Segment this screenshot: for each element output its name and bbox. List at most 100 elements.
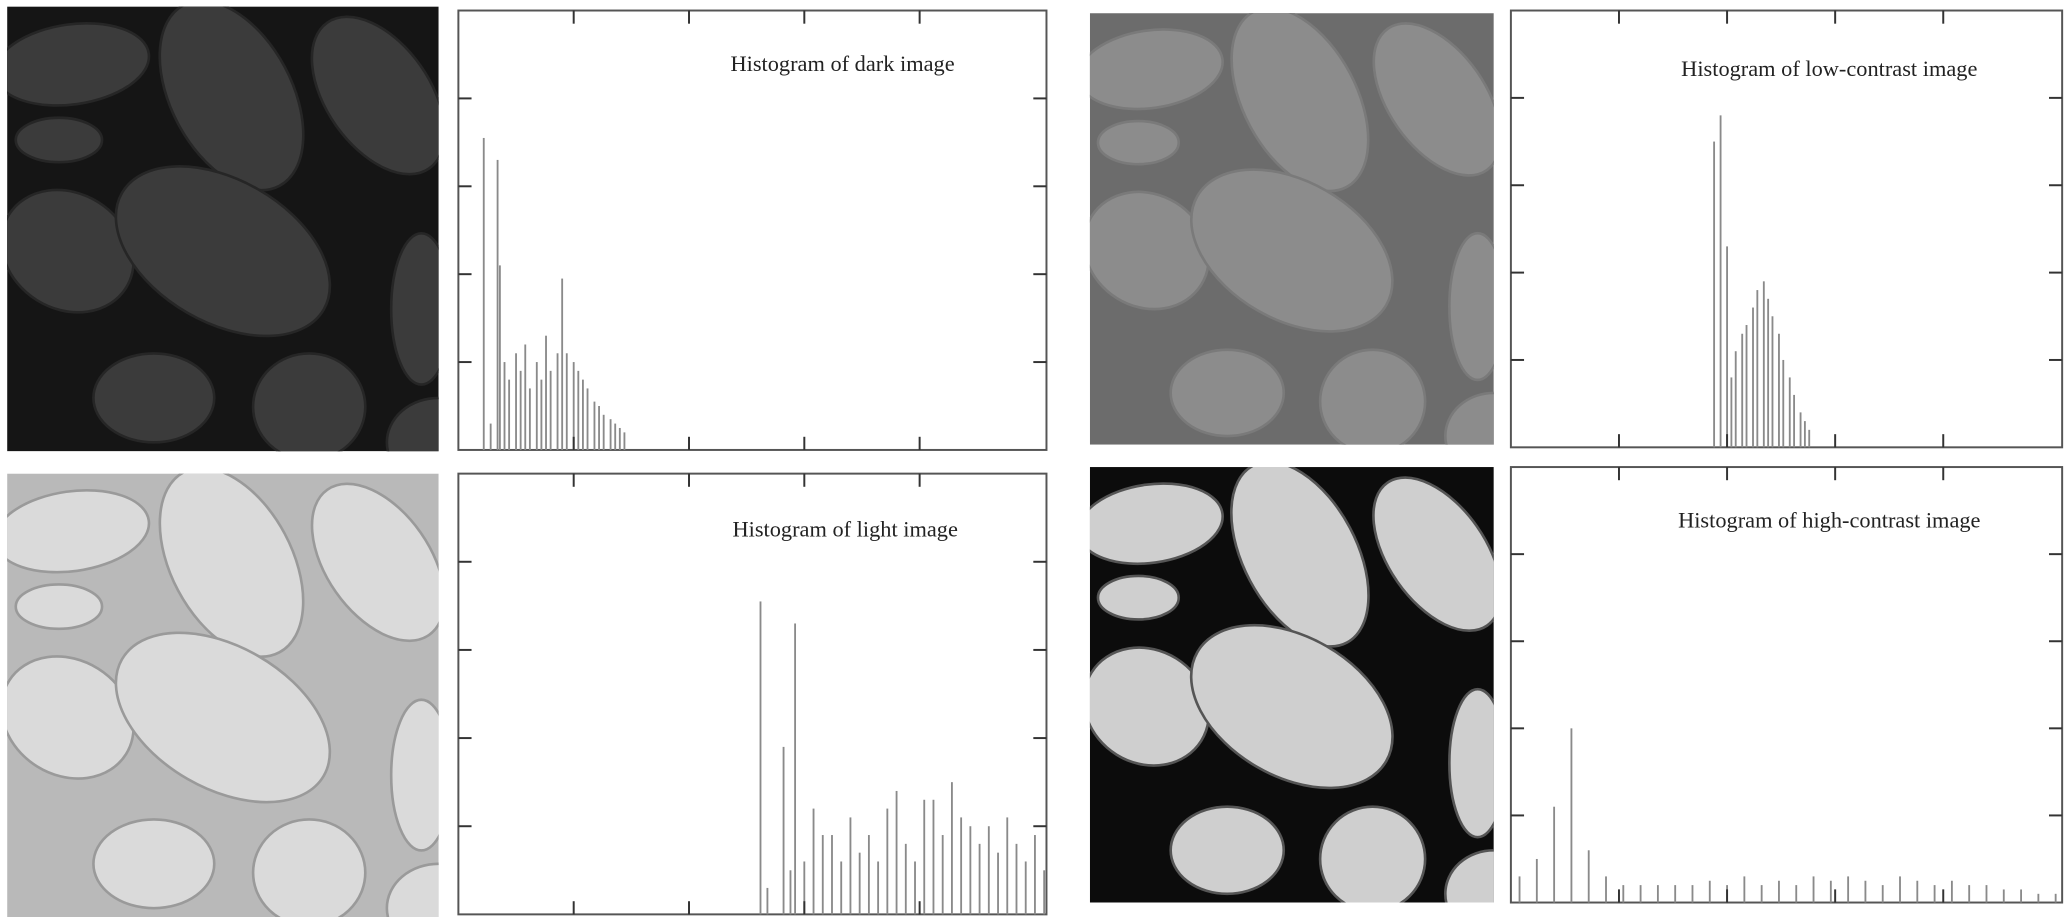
histogram-bar	[1986, 885, 1988, 902]
histogram-bar	[573, 362, 575, 450]
histogram-bar	[1767, 299, 1769, 448]
histogram-bar	[1657, 885, 1659, 902]
histogram-bar	[1640, 885, 1642, 902]
chart-title: Histogram of light image	[732, 517, 957, 542]
histogram-bar	[619, 428, 621, 450]
histogram-bar	[603, 415, 605, 450]
histogram-bar	[1605, 876, 1607, 902]
histogram-bar	[1934, 885, 1936, 902]
histogram-bar	[794, 623, 796, 914]
histogram-bar	[1713, 142, 1715, 448]
histogram-bar	[923, 800, 925, 915]
histogram-bar	[508, 380, 510, 450]
histogram-bar	[497, 160, 499, 450]
histogram-bar	[1730, 377, 1732, 447]
histogram-bar	[1772, 316, 1774, 447]
histogram-bar	[766, 888, 768, 914]
pollen-grain	[16, 118, 102, 162]
histogram-bar	[2003, 889, 2005, 902]
histogram-bar	[545, 336, 547, 450]
pollen-grain	[16, 584, 102, 628]
histogram-bar	[1034, 835, 1036, 914]
histogram-bar	[1951, 881, 1953, 903]
histogram-bar	[960, 817, 962, 914]
histogram-bar	[822, 835, 824, 914]
histogram-bar	[1968, 885, 1970, 902]
histogram-bar	[520, 371, 522, 450]
histogram-bar	[783, 747, 785, 914]
histogram-bar	[1808, 430, 1810, 447]
histogram-bar	[1571, 728, 1573, 902]
histogram-bar	[1588, 850, 1590, 902]
histogram-bar	[515, 353, 517, 450]
histogram-bar	[2020, 889, 2022, 902]
histogram-bar	[483, 138, 485, 450]
photo	[1062, 0, 1542, 479]
histogram-bar	[524, 344, 526, 449]
histogram-bar	[1761, 885, 1763, 902]
histogram-bar	[951, 782, 953, 914]
histogram-bar	[933, 800, 935, 915]
histogram-bar	[557, 353, 559, 450]
histogram-bar	[905, 844, 907, 915]
histogram-bar	[988, 826, 990, 914]
histogram-bar	[1553, 807, 1555, 903]
histogram-bar	[1778, 881, 1780, 903]
histogram-bar	[614, 424, 616, 450]
histogram-bar	[1735, 351, 1737, 447]
histogram-bar	[1847, 876, 1849, 902]
histogram-bar	[840, 861, 842, 914]
pollen-grain	[253, 819, 365, 917]
histogram-bar	[1899, 876, 1901, 902]
histogram-bar	[529, 388, 531, 450]
histogram-bar	[1043, 870, 1045, 914]
histogram-bar	[1536, 859, 1538, 903]
histogram-bar	[1752, 308, 1754, 448]
histogram-bar	[1674, 885, 1676, 902]
histogram-bar	[540, 380, 542, 450]
histogram-bar	[610, 419, 612, 450]
pollen-grain	[93, 353, 214, 442]
pollen-grain	[1171, 807, 1284, 894]
histogram-bar	[1800, 412, 1802, 447]
histogram-bar	[997, 853, 999, 915]
histogram-bar	[850, 817, 852, 914]
histogram-bar	[831, 835, 833, 914]
pollen-grain	[1320, 350, 1425, 454]
photo	[1062, 439, 1543, 917]
histogram-bar	[598, 406, 600, 450]
histogram-bar	[790, 870, 792, 914]
pollen-grain	[1098, 576, 1179, 620]
histogram-bar	[1763, 281, 1765, 447]
histogram-bar	[1622, 885, 1624, 902]
photo	[0, 0, 490, 487]
pollen-grain	[1171, 350, 1284, 436]
pollen-grain	[1449, 689, 1506, 837]
pollen-grain	[1320, 807, 1425, 912]
histogram-bar	[914, 861, 916, 914]
histogram-bar	[1830, 881, 1832, 903]
histogram-bar	[942, 835, 944, 914]
histogram-bar	[1726, 246, 1728, 447]
histogram-bar	[1916, 881, 1918, 903]
chart-title: Histogram of low-contrast image	[1681, 56, 1977, 81]
pollen-grain	[1449, 233, 1506, 380]
histogram-bar	[1804, 421, 1806, 447]
histogram-bar	[490, 424, 492, 450]
histogram-bar	[2037, 894, 2039, 903]
histogram-bar	[1813, 876, 1815, 902]
histogram-bar	[1025, 861, 1027, 914]
histogram-bar	[979, 844, 981, 915]
histogram-bar	[1746, 325, 1748, 447]
photo	[0, 444, 490, 917]
histogram-bar	[504, 362, 506, 450]
histogram-bar	[1778, 334, 1780, 448]
histogram-bar	[760, 601, 762, 914]
chart-title: Histogram of high-contrast image	[1678, 507, 1980, 532]
pollen-grain	[93, 819, 214, 908]
histogram-bar	[1793, 395, 1795, 447]
figure: Histogram of dark imageHistogram of ligh…	[0, 0, 2064, 917]
histogram-bar	[1865, 881, 1867, 903]
histogram-bar	[1782, 360, 1784, 447]
histogram-bar	[624, 432, 626, 450]
